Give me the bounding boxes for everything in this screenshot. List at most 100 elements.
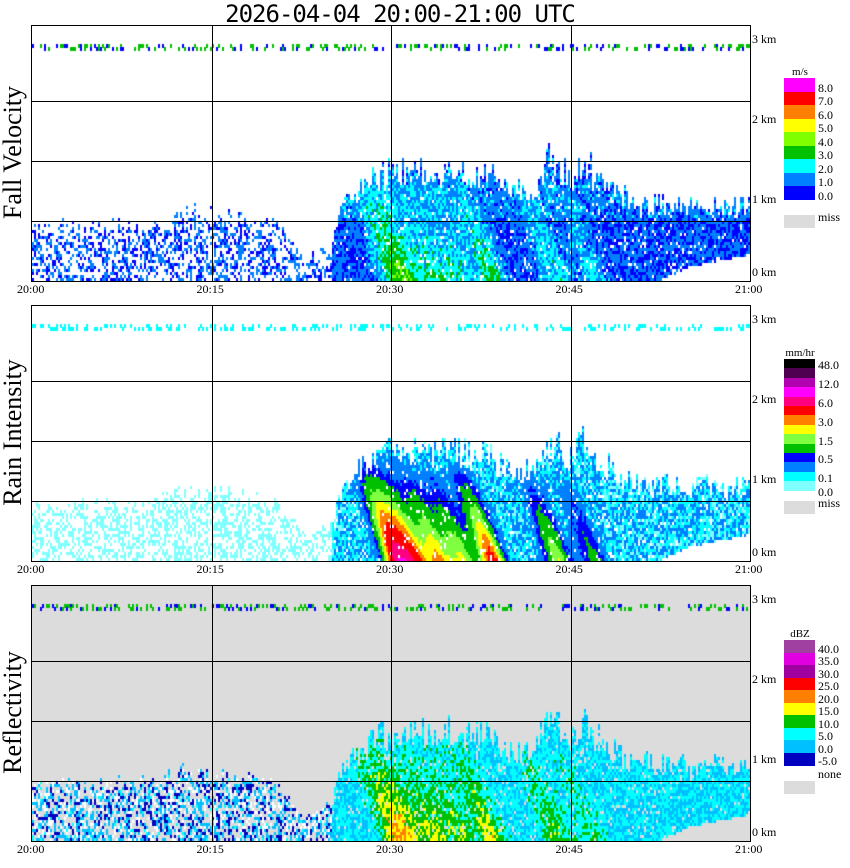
y-tick-label: 1 km [752,752,777,766]
x-tick-label: 20:15 [196,562,224,576]
legend-missing-label: none [818,767,842,781]
legend-label: 1.0 [818,175,833,189]
legend-label: 0.5 [818,452,833,467]
legend-label: 5.0 [818,121,833,135]
legend-missing-label: miss [818,496,841,510]
legend-swatch [784,78,815,92]
panel-title: Reflectivity [0,651,27,774]
legend-label: 2.0 [818,161,833,176]
legend-label: 48.0 [818,358,839,373]
legend-label: 6.0 [818,396,833,410]
y-tick-label: 3 km [752,312,777,326]
x-tick-label: 20:45 [555,842,583,856]
y-tick-label: 0 km [752,265,777,279]
legend-swatch [784,406,815,416]
legend-swatch [784,471,815,482]
legend-swatch [784,690,815,703]
x-tick-label: 21:00 [735,282,763,296]
legend-label: -5.0 [818,754,837,768]
y-tick-label: 1 km [752,472,777,486]
legend-swatch [784,396,815,407]
y-tick-label: 2 km [752,112,777,126]
legend-missing-label: miss [818,210,841,224]
legend-missing-swatch [784,215,815,228]
legend-swatch [784,752,815,766]
grid-line-v [570,26,572,281]
grid-line-v [570,586,572,841]
legend-swatch [784,462,815,473]
legend-label: 15.0 [818,704,839,718]
legend-label: 6.0 [818,107,833,122]
y-tick-label: 3 km [752,592,777,606]
x-tick-label: 20:00 [17,282,45,296]
legend-swatch [784,145,815,160]
legend-swatch [784,677,815,691]
legend-label: 10.0 [818,716,839,731]
x-tick-label: 20:45 [555,562,583,576]
panel-rain-intensity [31,305,751,562]
grid-line-v [391,586,392,841]
grid-line-v [570,306,572,561]
legend-missing-swatch [784,781,815,794]
legend-swatch [784,368,815,379]
x-tick-label: 20:15 [196,842,224,856]
legend-label: 40.0 [818,641,839,656]
legend-swatch [784,727,815,741]
legend-label: 3.0 [818,414,833,429]
legend-swatch [784,132,815,146]
legend-label: 12.0 [818,377,839,392]
legend-missing-swatch [784,501,815,514]
legend-unit: dBZ [790,628,810,640]
legend-label: 4.0 [818,134,833,149]
panel-reflectivity [31,585,751,842]
x-tick-label: 20:30 [376,562,404,576]
legend-label: 0.0 [818,484,833,499]
legend-label: 0.0 [818,741,833,756]
legend-label: 1.5 [818,433,833,448]
legend-swatch [784,415,815,426]
x-tick-label: 20:00 [17,842,45,856]
y-tick-label: 3 km [752,32,777,46]
grid-line-v [211,586,213,841]
legend-swatch [784,91,815,106]
legend-unit: m/s [792,66,808,78]
panel-fall-velocity [31,25,751,282]
legend-label: 25.0 [818,679,839,693]
legend-swatch [784,118,815,133]
legend-label: 0.1 [818,471,833,486]
y-tick-label: 0 km [752,545,777,559]
legend-swatch [784,702,815,716]
chart-title: 2026-04-04 20:00-21:00 UTC [225,0,576,28]
legend-swatch [784,387,815,398]
y-tick-label: 1 km [752,192,777,206]
legend-swatch [784,159,815,173]
legend-swatch [784,105,815,119]
legend-swatch [784,665,815,678]
panel-title: Rain Intensity [0,359,27,506]
y-tick-label: 2 km [752,672,777,686]
legend-swatch [784,186,815,200]
grid-line-v [211,26,213,281]
legend-swatch [784,640,815,653]
legend-label: 20.0 [818,691,839,706]
x-tick-label: 21:00 [735,842,763,856]
y-tick-label: 2 km [752,392,777,406]
legend-unit: mm/hr [785,347,815,359]
x-tick-label: 21:00 [735,562,763,576]
legend-label: 8.0 [818,80,833,95]
x-tick-label: 20:00 [17,562,45,576]
legend-swatch [784,424,815,435]
legend-label: 35.0 [818,654,839,668]
legend-swatch [784,715,815,728]
x-tick-label: 20:15 [196,282,224,296]
legend-swatch [784,172,815,187]
legend-swatch [784,443,815,454]
legend-label: 7.0 [818,94,833,108]
x-tick-label: 20:30 [376,282,404,296]
x-tick-label: 20:30 [376,842,404,856]
grid-line-v [391,306,392,561]
legend-label: 3.0 [818,148,833,162]
legend-swatch [784,434,815,445]
legend-swatch [784,740,815,753]
grid-line-v [211,306,213,561]
